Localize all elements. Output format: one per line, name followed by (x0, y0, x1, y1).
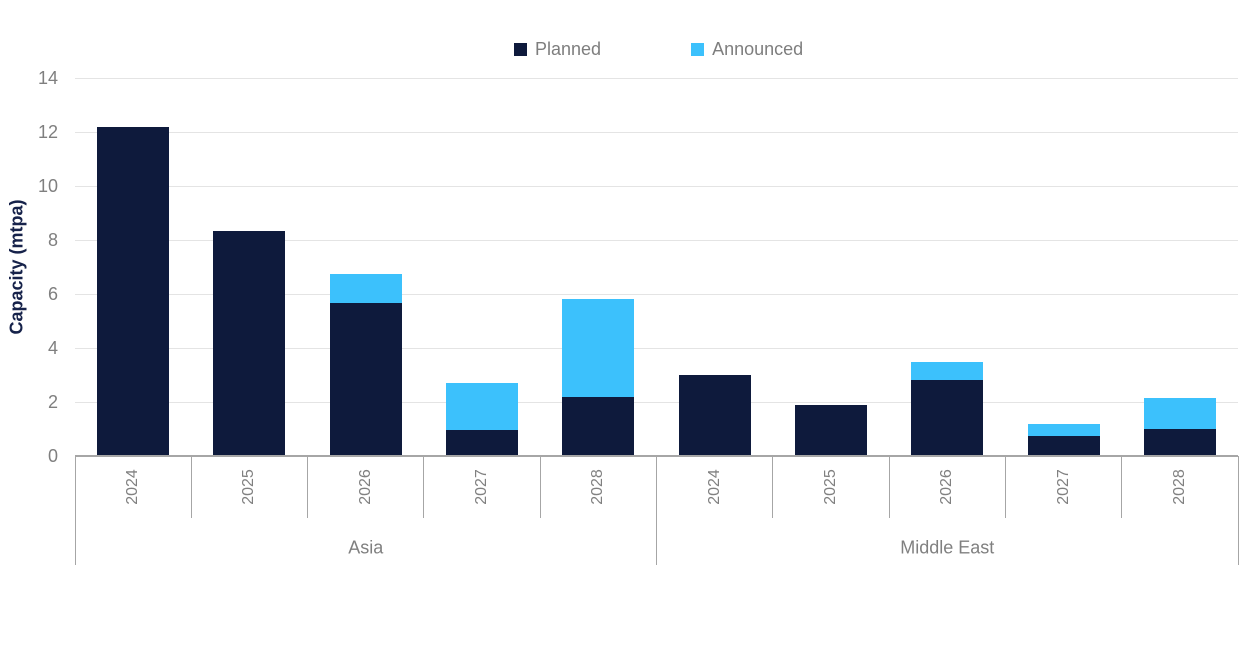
x-tick-label: 2025 (821, 469, 839, 505)
bar-segment-announced (562, 299, 635, 397)
group-boundary-line (74, 456, 76, 565)
category-tick-line (772, 456, 774, 518)
bar-segment-announced (329, 273, 402, 304)
y-tick-label: 12 (37, 122, 58, 142)
bar-segment-planned (1027, 435, 1100, 456)
legend-swatch-icon (691, 42, 705, 56)
gridline (75, 77, 1238, 79)
legend-label: Planned (535, 39, 602, 59)
bar-segment-announced (911, 361, 984, 381)
gridline (75, 239, 1238, 241)
bar-segment-announced (446, 383, 519, 431)
gridline (75, 401, 1238, 403)
x-tick-label: 2028 (1170, 469, 1188, 505)
bar-segment-planned (329, 303, 402, 456)
group-label: Asia (348, 537, 384, 558)
gridline (75, 185, 1238, 187)
group-boundary-line (656, 456, 657, 565)
bar-segment-planned (1143, 429, 1216, 456)
legend-label: Announced (712, 39, 804, 59)
y-tick-label: 4 (47, 338, 58, 358)
y-tick-label: 10 (37, 176, 58, 196)
category-tick-line (539, 456, 541, 518)
gridline (75, 347, 1238, 349)
legend-swatch-icon (514, 42, 527, 56)
x-tick-label: 2026 (356, 469, 374, 505)
gridline (75, 131, 1238, 133)
category-tick-line (888, 456, 890, 518)
legend-item-announced: Announced (691, 40, 803, 58)
x-tick-label: 2026 (938, 469, 956, 505)
bar-segment-planned (794, 404, 867, 456)
group-boundary-line (1237, 456, 1239, 565)
category-tick-line (1121, 456, 1123, 518)
legend: Planned Announced (514, 40, 803, 58)
x-tick-label: 2028 (589, 469, 607, 505)
bar-segment-announced (1143, 397, 1216, 429)
group-label: Middle East (900, 537, 995, 558)
bar-segment-planned (911, 380, 984, 456)
bar-segment-planned (446, 430, 519, 456)
bar-segment-planned (97, 126, 170, 456)
legend-item-planned: Planned (514, 40, 601, 58)
y-axis-title: Capacity (mtpa) (6, 199, 27, 335)
y-tick-label: 2 (47, 392, 58, 412)
y-tick-label: 14 (37, 68, 58, 88)
y-tick-label: 6 (47, 284, 58, 304)
gridline (75, 293, 1238, 295)
category-tick-line (307, 456, 309, 518)
category-tick-line (190, 456, 192, 518)
x-tick-label: 2027 (1054, 469, 1072, 505)
category-tick-line (1004, 456, 1006, 518)
bar-segment-planned (678, 375, 751, 456)
bar-segment-planned (213, 230, 286, 456)
x-tick-label: 2024 (705, 469, 723, 505)
x-tick-label: 2024 (124, 469, 142, 505)
category-tick-line (423, 456, 425, 518)
y-tick-label: 8 (47, 230, 58, 250)
x-tick-label: 2027 (473, 469, 491, 505)
y-tick-label: 0 (47, 446, 58, 466)
bar-segment-planned (562, 396, 635, 456)
bar-segment-announced (1027, 423, 1100, 436)
x-tick-label: 2025 (240, 469, 258, 505)
